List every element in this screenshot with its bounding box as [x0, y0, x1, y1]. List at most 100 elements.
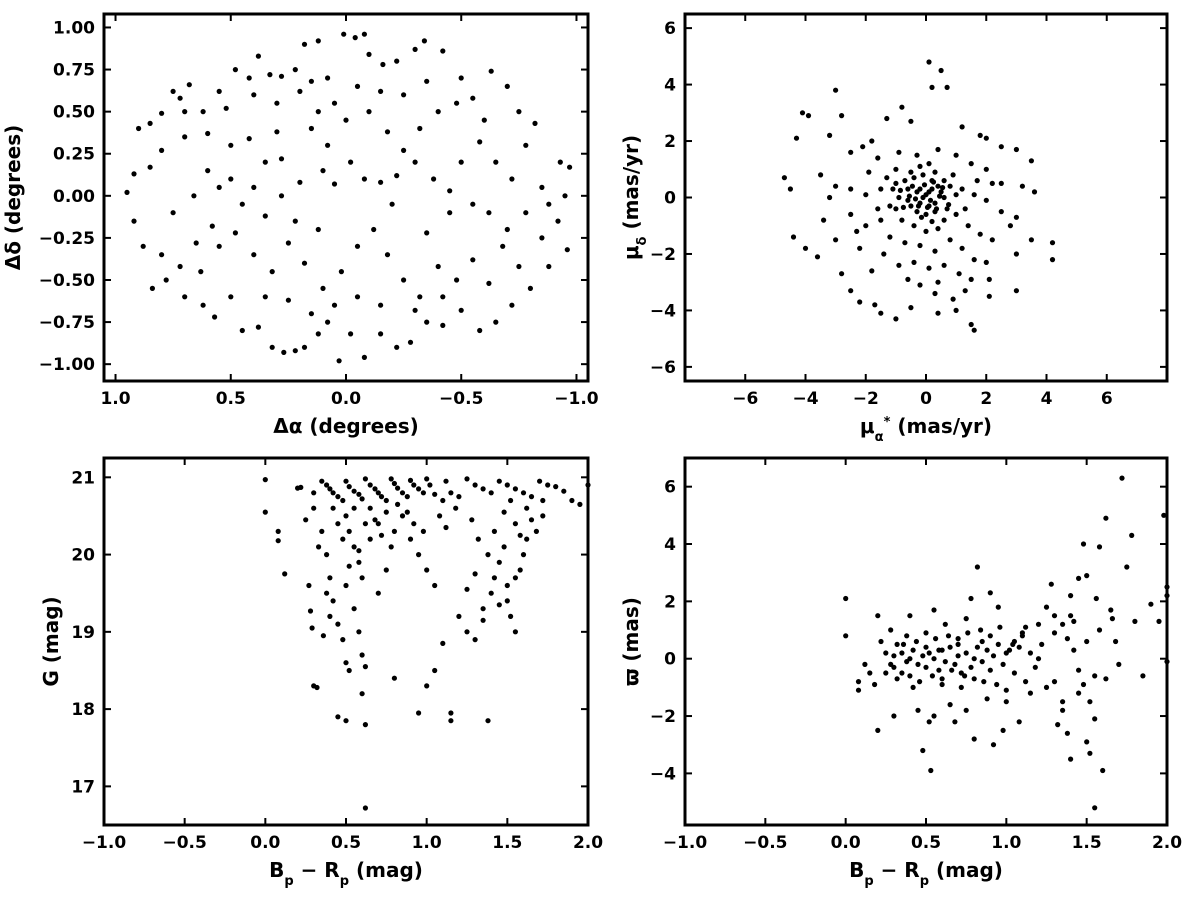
data-point	[504, 226, 510, 233]
data-point	[354, 243, 361, 249]
data-point	[491, 528, 497, 535]
data-point	[528, 494, 535, 500]
data-point	[884, 115, 890, 122]
data-point	[986, 293, 992, 299]
data-point	[872, 302, 878, 308]
data-point	[931, 713, 937, 719]
data-point	[159, 252, 165, 258]
data-point	[378, 302, 384, 308]
data-point	[159, 147, 165, 153]
data-point	[926, 265, 932, 271]
data-point	[262, 294, 268, 300]
data-point	[420, 528, 426, 535]
y-tick-label: −0.25	[39, 229, 95, 249]
data-point	[959, 186, 965, 192]
data-point	[343, 718, 349, 724]
data-point	[177, 95, 183, 101]
data-point	[902, 178, 908, 184]
data-point	[971, 327, 977, 333]
data-point	[359, 575, 365, 581]
data-point	[821, 217, 827, 223]
data-point	[399, 513, 406, 519]
data-point	[533, 528, 540, 535]
data-point	[1013, 146, 1020, 153]
data-point	[926, 59, 932, 65]
data-point	[512, 629, 519, 635]
scatter-points	[843, 475, 1170, 811]
data-point	[833, 237, 839, 243]
y-tick-label: 0	[664, 650, 676, 670]
data-point	[1000, 727, 1006, 734]
data-point	[509, 302, 515, 308]
y-axis-label: Δδ (degrees)	[1, 125, 25, 271]
data-point	[440, 497, 446, 504]
data-point	[546, 201, 552, 207]
data-point	[311, 490, 317, 496]
data-point	[962, 673, 968, 679]
data-point	[923, 228, 929, 234]
data-point	[412, 46, 418, 53]
data-point	[862, 661, 868, 668]
data-point	[330, 490, 336, 496]
data-point	[216, 184, 222, 190]
y-axis-label: G (mag)	[39, 596, 63, 686]
data-point	[963, 707, 969, 713]
data-point	[356, 548, 362, 554]
data-point	[920, 194, 926, 201]
x-tick-label: 1.0	[100, 389, 130, 409]
data-point	[929, 84, 935, 90]
data-point	[1140, 673, 1146, 679]
data-point	[501, 509, 507, 515]
data-point	[1060, 621, 1066, 627]
data-point	[401, 92, 407, 98]
data-point	[962, 288, 968, 294]
data-point	[929, 673, 936, 679]
data-point	[316, 544, 322, 550]
data-point	[781, 175, 788, 181]
data-point	[787, 186, 794, 192]
data-point	[917, 282, 923, 288]
data-point	[942, 659, 948, 665]
data-point	[567, 164, 573, 170]
data-point	[372, 486, 378, 492]
data-point	[894, 676, 900, 682]
data-point	[938, 189, 944, 195]
data-point	[475, 536, 481, 542]
data-point	[447, 188, 453, 194]
data-point	[267, 72, 273, 78]
data-point	[848, 149, 854, 155]
data-point	[1013, 288, 1020, 294]
data-point	[935, 183, 941, 189]
data-point	[908, 118, 914, 124]
data-point	[394, 58, 400, 64]
data-point	[1027, 690, 1033, 696]
data-point	[833, 87, 839, 93]
data-point	[863, 223, 869, 229]
x-tick-label: 2.0	[1152, 833, 1182, 853]
data-point	[888, 661, 894, 668]
data-point	[427, 482, 433, 488]
sky-position-panel: 1.0 0.5 0.0 −0.5 −1.0 −1.00 −0.75 −0.50 −0.25 0.0…	[1, 12, 599, 438]
data-point	[899, 104, 905, 110]
data-point	[998, 144, 1004, 150]
data-point	[950, 296, 956, 302]
data-point	[435, 263, 441, 270]
data-point	[915, 203, 922, 209]
data-point	[314, 684, 320, 691]
data-point	[1092, 716, 1098, 722]
data-point	[952, 719, 958, 725]
data-point	[959, 245, 965, 251]
data-point	[968, 321, 974, 328]
data-point	[939, 676, 945, 682]
data-point	[827, 132, 833, 138]
data-point	[391, 675, 397, 681]
data-point	[504, 598, 510, 604]
data-point	[454, 277, 460, 283]
data-point	[424, 78, 430, 84]
data-point	[274, 129, 280, 135]
data-point	[986, 276, 992, 282]
data-point	[1032, 664, 1038, 670]
data-point	[308, 78, 314, 84]
data-point	[875, 727, 881, 734]
